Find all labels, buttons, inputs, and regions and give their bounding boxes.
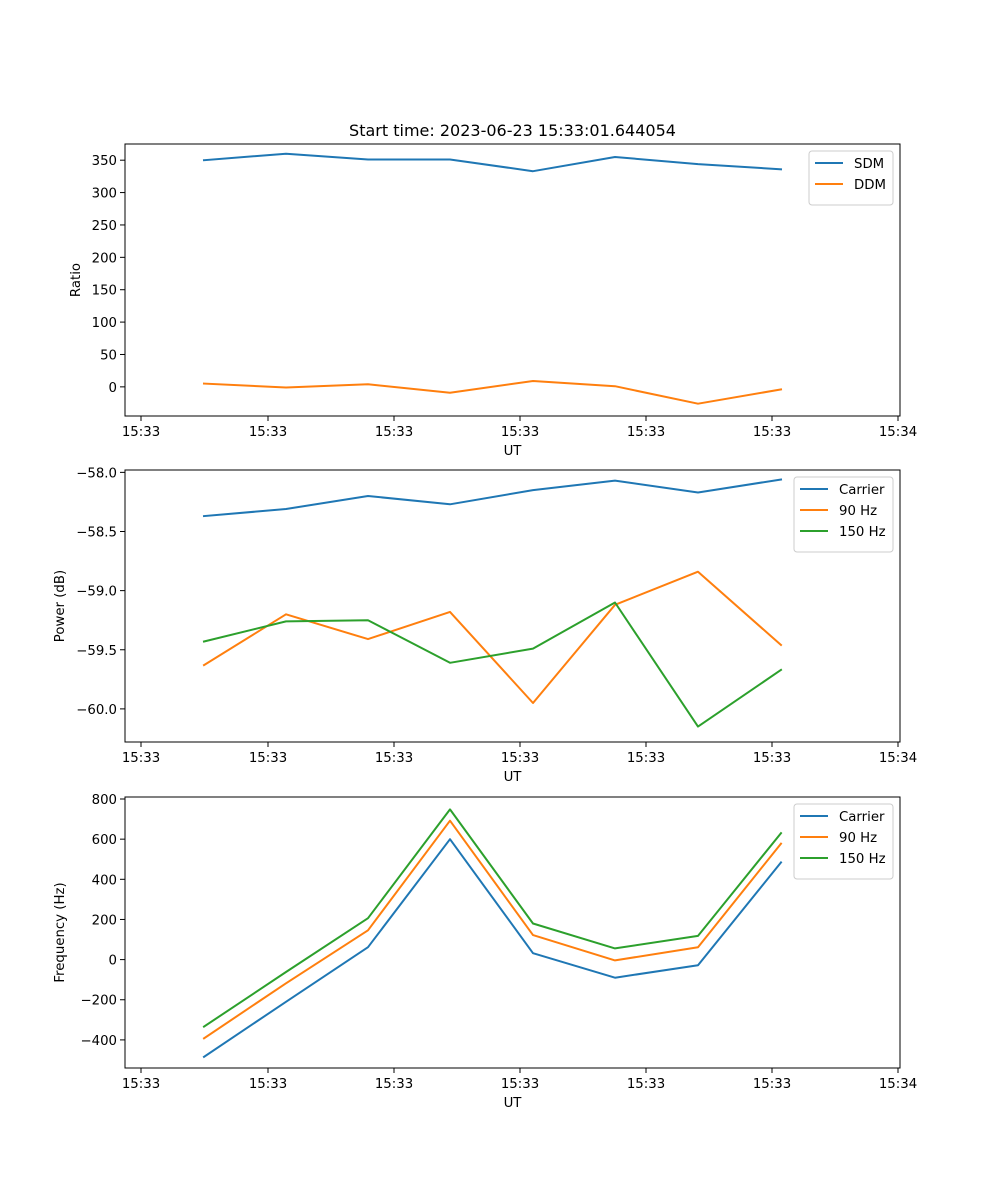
y-tick-label: −200 [80, 994, 117, 1009]
x-tick-label: 15:33 [122, 425, 160, 440]
series-line-150-hz [202, 601, 783, 728]
y-tick-label: 800 [92, 793, 117, 808]
subplot-2: 15:33 15:33 15:33 15:33 15:33 15:33 15:34 −60.0… [53, 466, 917, 785]
y-tick-label: −58.5 [76, 525, 117, 540]
x-tick-label: 15:33 [375, 425, 413, 440]
x-tick-label: 15:34 [879, 425, 917, 440]
axes-frame [124, 796, 901, 1069]
y-tick-label: 150 [92, 284, 117, 299]
x-tick-label: 15:33 [122, 1077, 160, 1092]
y-tick-label: 200 [92, 913, 117, 928]
y-axis-label: Power (dB) [53, 570, 68, 642]
x-tick-label: 15:33 [249, 425, 287, 440]
axes-frame [124, 143, 901, 417]
x-axis-label: UT [504, 770, 523, 785]
y-tick-label: 50 [100, 348, 117, 363]
y-tick-label: 400 [92, 873, 117, 888]
series-line-ddm [202, 380, 783, 405]
legend-label: 150 Hz [839, 525, 886, 540]
y-tick-label: 600 [92, 833, 117, 848]
subplot-3: 15:33 15:33 15:33 15:33 15:33 15:33 15:34 −400 −… [53, 793, 917, 1111]
y-tick-label: −58.0 [76, 466, 117, 481]
y-tick-label: 0 [109, 381, 117, 396]
x-axis-label: UT [504, 444, 523, 459]
subplot-1: 15:33 15:33 15:33 15:33 15:33 15:33 15:34 0 50 10… [69, 143, 917, 459]
x-tick-label: 15:33 [753, 425, 791, 440]
x-tick-label: 15:33 [753, 1077, 791, 1092]
legend-label: 90 Hz [839, 831, 877, 846]
legend-label: DDM [854, 178, 886, 193]
x-tick-label: 15:33 [501, 751, 539, 766]
x-tick-label: 15:33 [375, 751, 413, 766]
y-axis-label: Ratio [69, 263, 84, 297]
x-axis-label: UT [504, 1096, 523, 1111]
legend-label: 150 Hz [839, 852, 886, 867]
x-tick-label: 15:33 [249, 751, 287, 766]
legend-label: Carrier [839, 810, 885, 825]
y-tick-label: −59.0 [76, 585, 117, 600]
legend-label: Carrier [839, 483, 885, 498]
legend: Carrier 90 Hz 150 Hz [793, 803, 894, 880]
x-tick-label: 15:33 [249, 1077, 287, 1092]
legend-label: SDM [854, 157, 884, 172]
x-tick-label: 15:33 [627, 751, 665, 766]
y-axis-label: Frequency (Hz) [53, 882, 68, 982]
x-tick-label: 15:34 [879, 1077, 917, 1092]
legend-box [793, 476, 894, 553]
legend-label: 90 Hz [839, 504, 877, 519]
series-line-150-hz [202, 808, 783, 1028]
legend-box [808, 150, 894, 206]
x-tick-label: 15:34 [879, 751, 917, 766]
y-tick-label: 0 [109, 954, 117, 969]
x-tick-label: 15:33 [501, 425, 539, 440]
y-tick-label: 350 [92, 154, 117, 169]
legend: Carrier 90 Hz 150 Hz [793, 476, 894, 553]
x-tick-label: 15:33 [501, 1077, 539, 1092]
legend: SDM DDM [808, 150, 894, 206]
series-line-carrier [202, 478, 783, 518]
y-tick-label: 100 [92, 316, 117, 331]
series-line-90-hz [202, 570, 783, 704]
x-tick-label: 15:33 [375, 1077, 413, 1092]
y-tick-label: 200 [92, 251, 117, 266]
axes-frame [124, 469, 901, 743]
x-tick-label: 15:33 [122, 751, 160, 766]
y-tick-label: 250 [92, 219, 117, 234]
series-line-carrier [202, 838, 783, 1059]
x-tick-label: 15:33 [627, 1077, 665, 1092]
series-line-90-hz [202, 819, 783, 1040]
chart-title: Start time: 2023-06-23 15:33:01.644054 [349, 121, 676, 140]
y-tick-label: −400 [80, 1034, 117, 1049]
series-line-sdm [202, 152, 783, 173]
x-tick-label: 15:33 [627, 425, 665, 440]
y-tick-label: −59.5 [76, 644, 117, 659]
x-tick-label: 15:33 [753, 751, 791, 766]
y-tick-label: −60.0 [76, 703, 117, 718]
legend-box [793, 803, 894, 880]
y-tick-label: 300 [92, 187, 117, 202]
